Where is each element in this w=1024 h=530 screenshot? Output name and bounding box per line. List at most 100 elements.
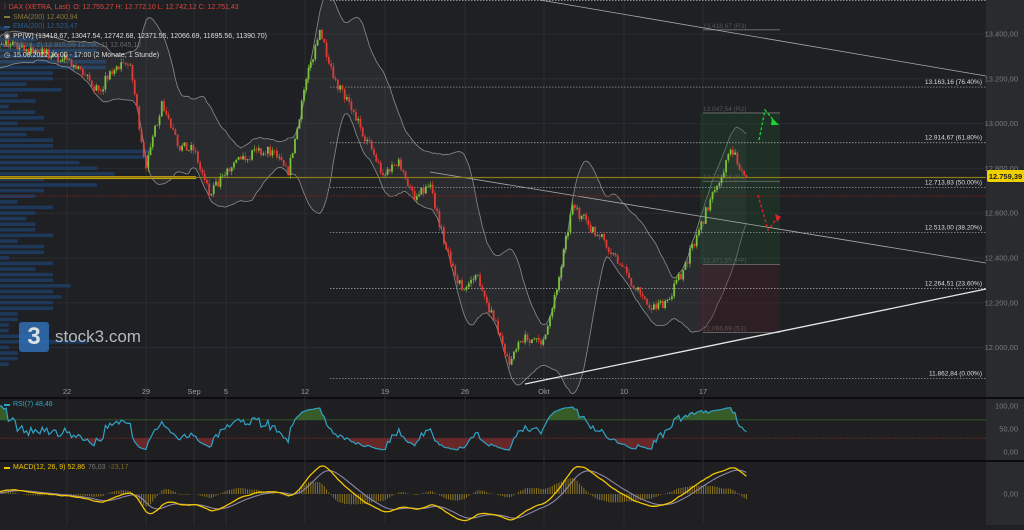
candle-body — [411, 187, 413, 191]
candle-body — [127, 65, 129, 66]
legend-sma[interactable]: SMA(200) 12.400,94 — [4, 13, 267, 23]
candle-body — [393, 165, 395, 166]
ema-label: EMA(200) 12.523,47 — [13, 22, 78, 32]
volume-profile-bar — [0, 166, 97, 170]
candle-body — [448, 250, 450, 252]
candle-body — [427, 187, 429, 188]
y-tick-label: 13.400,00 — [985, 30, 1018, 39]
candle-body — [95, 85, 97, 90]
volume-profile-bar — [0, 200, 18, 204]
candle-body — [655, 304, 657, 308]
candle-body — [181, 146, 183, 151]
candle-body — [727, 154, 729, 160]
candle-body — [396, 165, 398, 166]
candle-body — [353, 110, 355, 112]
candle-body — [150, 147, 152, 155]
candle-body — [152, 137, 154, 148]
volume-profile-bar — [0, 127, 44, 131]
x-tick-label: 26 — [461, 387, 469, 396]
candle-body — [477, 275, 479, 276]
macd-label[interactable]: MACD(12, 26, 9) 52,86 76,03 -23,17 — [4, 464, 128, 471]
bb-label: BB(20, 2) 12.915,09 12.780,11 12.645,12 — [13, 41, 141, 51]
fib-level-label: 13.163,16 (76.40%) — [925, 79, 982, 86]
legend-period[interactable]: ◷15.08.2022 16:00 - 17:00 (2 Monate, 1 S… — [4, 51, 267, 61]
candle-body — [323, 39, 325, 43]
candle-body — [335, 78, 337, 80]
volume-profile-bar — [0, 71, 53, 75]
rsi-label[interactable]: RSI(7) 48,48 — [4, 401, 53, 408]
candle-body — [102, 89, 104, 91]
fib-level-label: 12.914,67 (61.80%) — [925, 135, 982, 142]
candle-body — [272, 150, 274, 155]
candle-body — [459, 280, 461, 283]
volume-profile-bar — [0, 301, 53, 305]
volume-profile-bar — [0, 116, 44, 120]
volume-profile-bar — [0, 144, 53, 148]
legend-bb[interactable]: BB(20, 2) 12.915,09 12.780,11 12.645,12 — [4, 41, 267, 51]
x-tick-label: Sep — [187, 387, 200, 396]
pivot-label: 12.066,69 (S1) — [703, 326, 746, 333]
volume-profile-bar — [0, 211, 35, 215]
candle-body — [499, 332, 501, 335]
candle-body — [527, 335, 529, 341]
candle-body — [378, 161, 380, 162]
candle-body — [348, 97, 350, 101]
candle-body — [240, 157, 242, 159]
candle-body — [481, 287, 483, 291]
candle-body — [193, 145, 195, 150]
volume-profile-bar — [0, 306, 53, 310]
rsi-panel — [0, 399, 986, 460]
candle-body — [430, 185, 432, 187]
pivot-label: 13.047,54 (R2) — [703, 106, 746, 113]
candle-body — [339, 86, 341, 90]
candle-body — [721, 177, 723, 183]
y-tick-label: 12.400,00 — [985, 254, 1018, 263]
candle-body — [723, 172, 725, 177]
candle-body — [161, 101, 163, 116]
candle-body — [642, 294, 644, 296]
candle-body — [678, 274, 680, 280]
candle-body — [664, 301, 666, 308]
volume-profile-bar — [0, 351, 18, 355]
candle-body — [362, 127, 364, 136]
candle-body — [549, 316, 551, 326]
candle-body — [522, 341, 524, 342]
legend-ema[interactable]: EMA(200) 12.523,47 — [4, 22, 267, 32]
candle-body — [569, 215, 571, 232]
candle-body — [572, 205, 574, 215]
candle-body — [590, 225, 592, 232]
candle-body — [341, 86, 343, 90]
volume-profile-bar — [0, 312, 18, 316]
candle-body — [470, 280, 472, 283]
candle-body — [294, 139, 296, 153]
candle-body — [509, 356, 511, 364]
pivot-bear-zone — [700, 264, 780, 332]
candle-body — [382, 173, 384, 175]
legend-instrument[interactable]: ⫶ DAX (XETRA, Last) O: 12.755,27 H: 12.7… — [4, 3, 267, 13]
volume-profile-bar — [0, 228, 35, 232]
candle-body — [211, 194, 213, 195]
candle-body — [691, 244, 693, 248]
volume-profile-bar — [0, 323, 9, 327]
stock3-logo: 3 — [19, 322, 49, 352]
candle-body — [360, 119, 362, 128]
candle-body — [703, 222, 705, 224]
volume-profile-bar — [0, 245, 44, 249]
candle-body — [475, 275, 477, 279]
candle-body — [439, 211, 441, 227]
candle-body — [696, 235, 698, 246]
candle-body — [732, 150, 734, 155]
candle-body — [479, 275, 481, 287]
candle-body — [120, 62, 122, 69]
candle-body — [450, 251, 452, 263]
legend-pp[interactable]: ◉PP(W) (13418.67, 13047.54, 12742.68, 12… — [4, 32, 267, 42]
macd-hist-value: -23,17 — [109, 464, 129, 471]
candle-body — [253, 149, 255, 150]
candle-body — [154, 126, 156, 137]
candle-body — [730, 150, 732, 154]
chart-legend: ⫶ DAX (XETRA, Last) O: 12.755,27 H: 12.7… — [4, 3, 267, 61]
candle-body — [321, 30, 323, 39]
candle-body — [662, 301, 664, 308]
